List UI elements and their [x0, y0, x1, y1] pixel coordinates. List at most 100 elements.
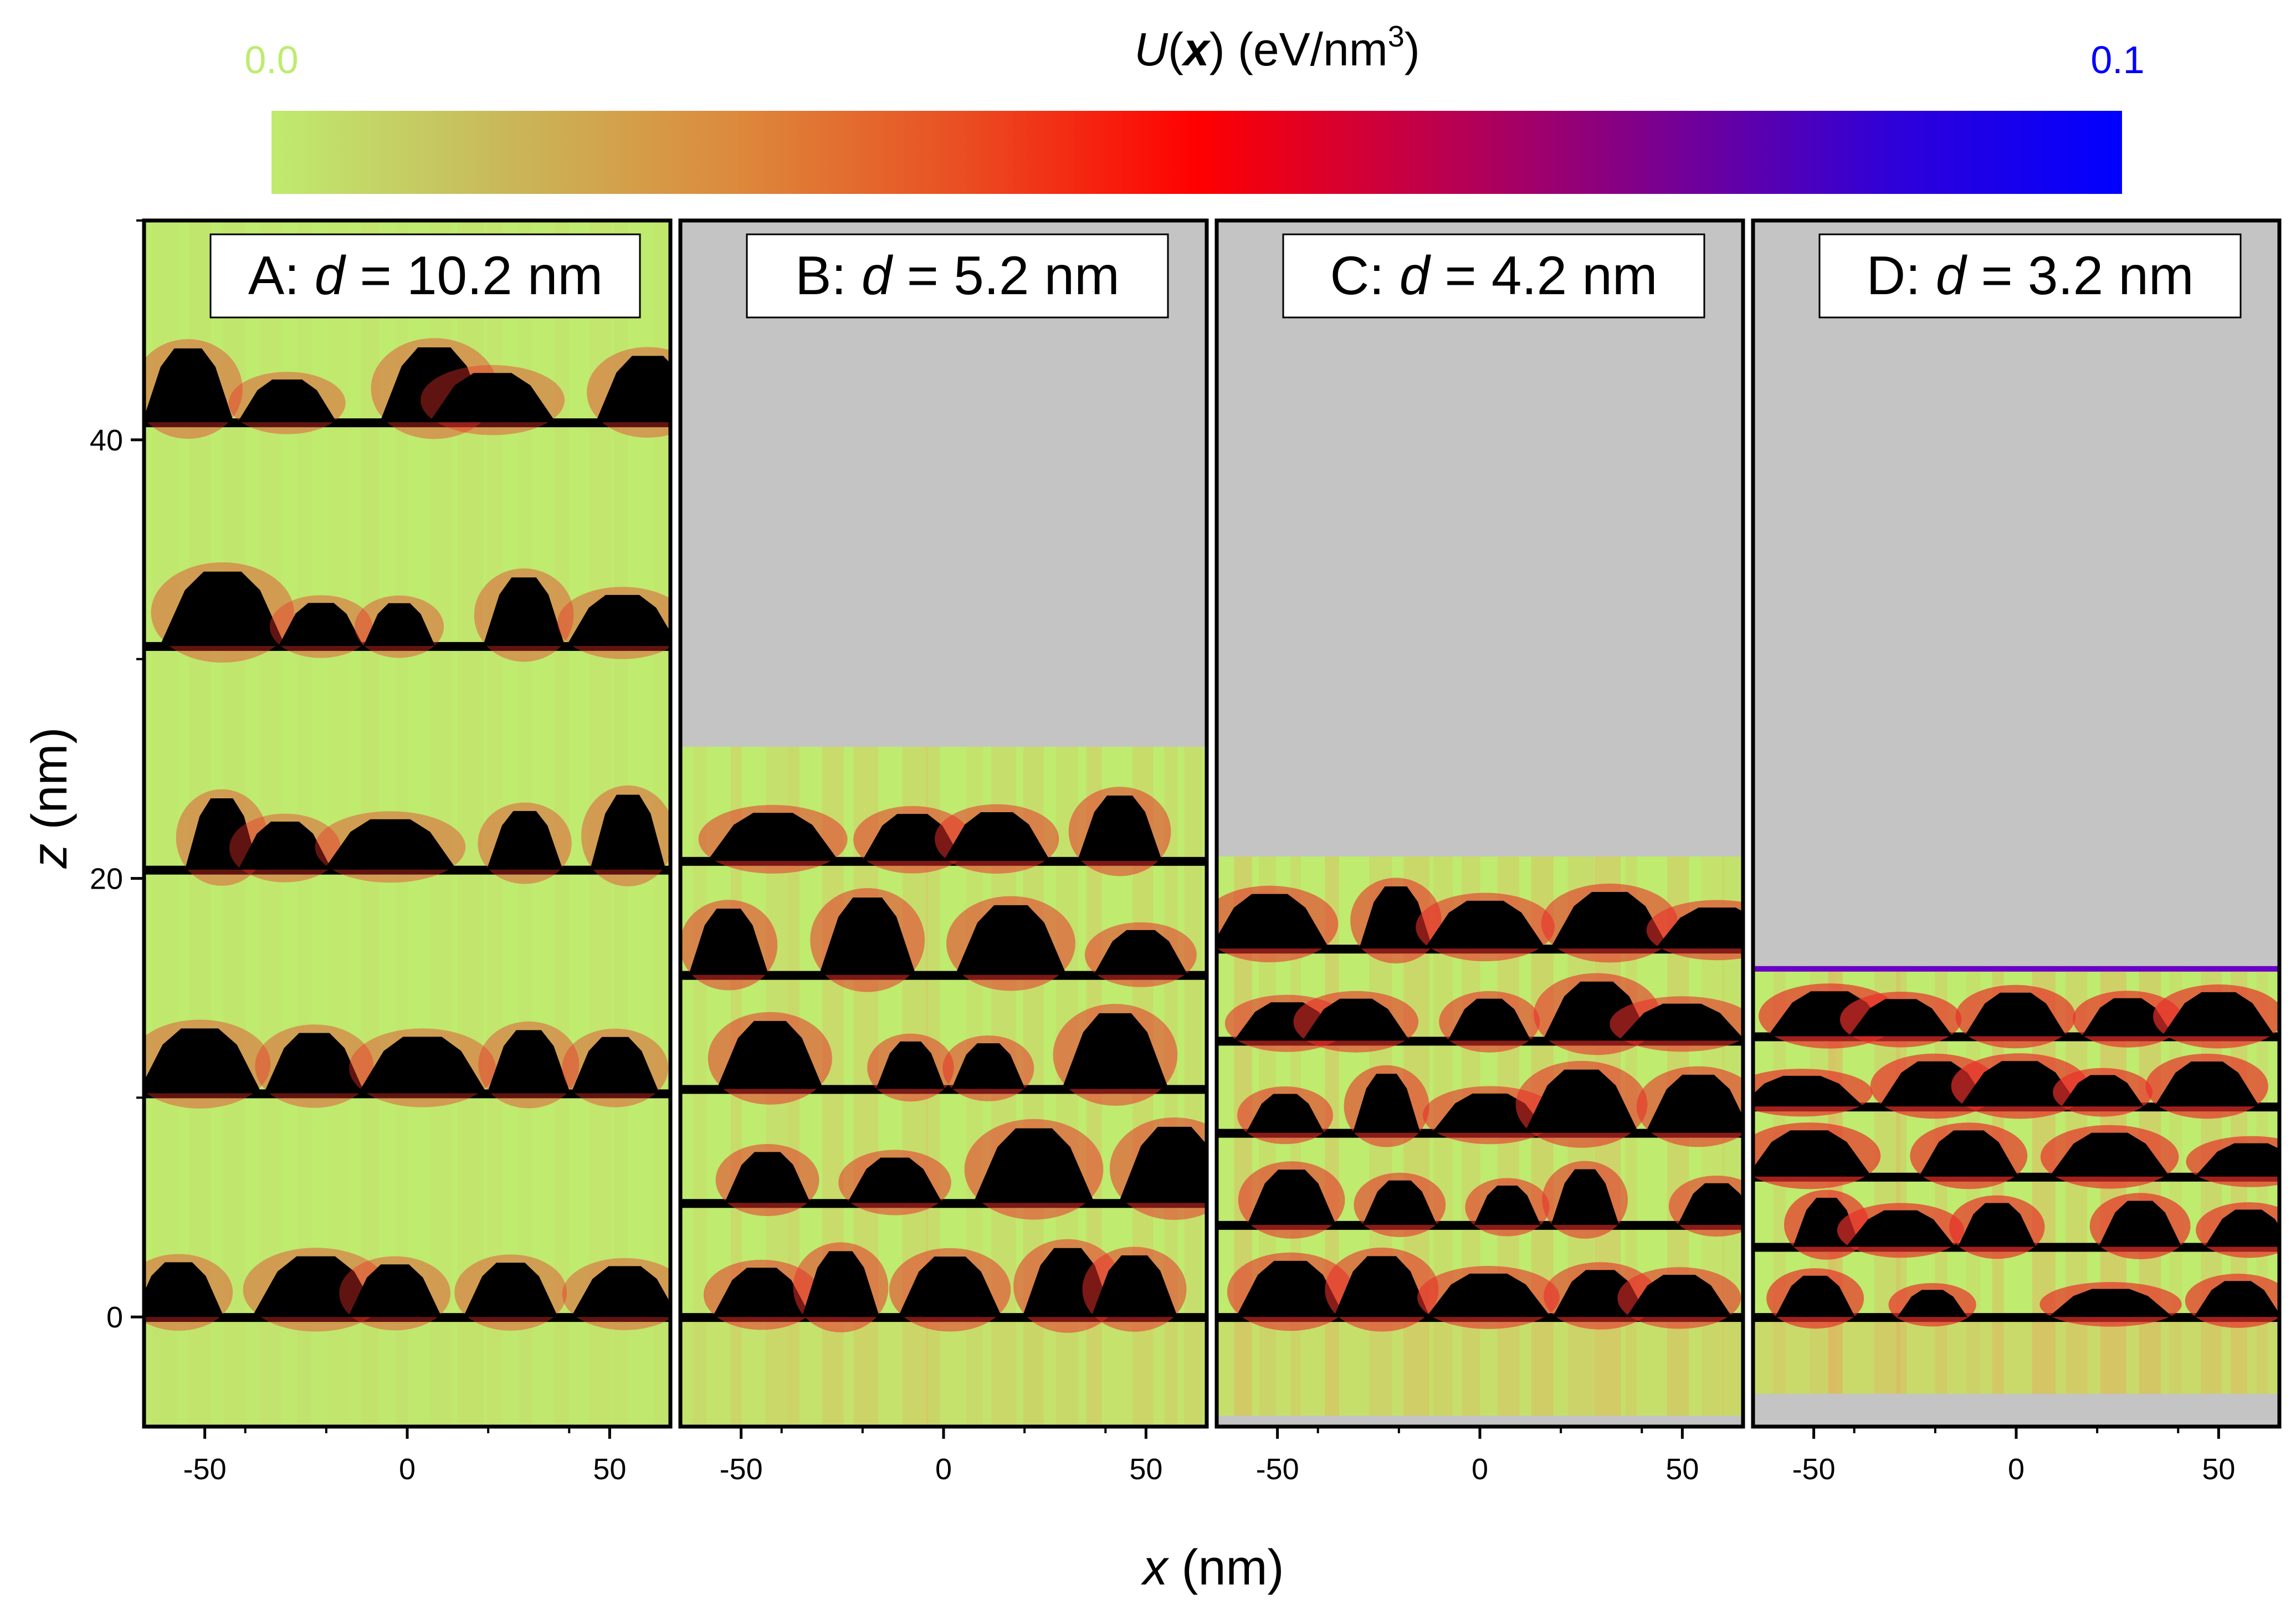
x-tick-label: -50 [1256, 1453, 1299, 1486]
nanoparticle-mound [1091, 1255, 1178, 1317]
panel-B: B: d = 5.2 nm -50 0 50 [678, 218, 1209, 1486]
nanoparticle-mound [264, 1033, 365, 1094]
nanoparticle-mound [160, 571, 285, 646]
y-tick-label: 0 [106, 1301, 123, 1334]
y-tick-label: 40 [90, 424, 123, 457]
colorbar-min-label: 0.0 [244, 38, 298, 81]
nanoparticle-mound [1334, 1256, 1430, 1317]
nanoparticle-mound [2162, 992, 2276, 1037]
x-axis-title-units: (nm) [1168, 1540, 1284, 1596]
x-tick-label: 0 [1472, 1453, 1488, 1486]
nanoparticle-mound [1359, 886, 1433, 949]
nanoparticle-mound [951, 1043, 1026, 1089]
nanoparticle-mound [358, 1037, 487, 1094]
nanoparticle-mound [716, 1020, 823, 1089]
nanoparticle-mound [1618, 1003, 1743, 1041]
nanoparticle-mound [487, 1030, 571, 1094]
x-axis-title: x (nm) [1141, 1540, 1284, 1596]
panel-label-box [1818, 233, 2242, 319]
x-axis-title-var: x [1141, 1540, 1170, 1596]
nanoparticle-mound [596, 356, 670, 423]
nanoparticle-mound [1677, 1183, 1743, 1225]
nanoparticle-mound [144, 1262, 224, 1317]
nanoparticle-mound [2194, 1281, 2279, 1317]
nanoparticle-mound [1551, 1169, 1620, 1225]
x-tick-label: 0 [935, 1453, 952, 1486]
nanoparticle-mound [2082, 998, 2174, 1037]
y-axis-title: z (nm) [22, 727, 78, 869]
nanoparticle-mound [712, 1268, 811, 1317]
nanoparticle-mound [144, 348, 234, 423]
nanoparticle-mound [1550, 892, 1669, 949]
colorbar-title: U(x) (eV/nm3) [1134, 20, 1419, 75]
nanoparticle-mound [2049, 1132, 2170, 1177]
substrate-tint [1217, 1317, 1743, 1416]
colorbar-title-symbol: U [1134, 23, 1168, 75]
top-boundary [1753, 966, 2279, 972]
substrate-tint [680, 1317, 1207, 1427]
substrate-tint [1753, 1317, 2279, 1394]
nanoparticle-mound [1957, 1203, 2036, 1247]
nanoparticle-mound [1247, 1170, 1336, 1225]
panel-label-box [746, 233, 1169, 319]
panel-C: C: d = 4.2 nm -50 0 50 [1214, 218, 1745, 1486]
nanoparticle-mound [1846, 1210, 1956, 1247]
nanoparticle-mound [1424, 900, 1546, 949]
nanoparticle-mound [898, 1257, 1002, 1317]
nanoparticle-mound [348, 1264, 442, 1317]
nanoparticle-mound [1093, 930, 1188, 975]
nanoparticle-mound [571, 1266, 670, 1317]
nanoparticle-mound [1626, 1274, 1733, 1317]
panels: A: d = 10.2 nm-50 0 50B: d = 5.2 nm-50 0 50C… [142, 218, 2282, 1486]
nanoparticle-mound [2048, 1289, 2173, 1317]
nanoparticle-mound [1919, 1130, 2019, 1177]
x-tick-label: -50 [720, 1453, 763, 1486]
nanoparticle-mound [252, 1256, 380, 1317]
nanoparticle-mound [486, 811, 563, 870]
x-tick-label: 50 [1665, 1453, 1699, 1486]
panel-label: D: d = 3.2 nm [1866, 245, 2194, 306]
panel-D: D: d = 3.2 nm -50 0 50 [1751, 218, 2282, 1486]
colorbar-title-units: (eV/nm [1238, 23, 1388, 75]
nanoparticle-mound [324, 819, 457, 870]
panel-label: C: d = 4.2 nm [1330, 245, 1657, 306]
panel-label-box [1282, 233, 1705, 319]
nanoparticle-mound [1655, 907, 1743, 949]
nanoparticle-mound [2098, 1201, 2182, 1247]
nanoparticle-mound [862, 814, 963, 861]
substrate-tint [144, 1317, 670, 1427]
nanoparticle-mound [944, 812, 1050, 861]
nanoparticle-mound [2205, 1209, 2279, 1247]
colorbar-title-exp: 3 [1388, 20, 1405, 53]
nanoparticle-mound [483, 577, 565, 646]
nanoparticle-mound [1775, 1275, 1856, 1317]
y-axis-title-units: (nm) [22, 727, 78, 844]
panel-label: A: d = 10.2 nm [248, 245, 603, 306]
nanoparticle-mound [724, 1152, 811, 1203]
nanoparticle-mound [1352, 1074, 1421, 1133]
nanoparticle-mound [1302, 998, 1410, 1041]
x-tick-label: 50 [1129, 1453, 1162, 1486]
nanoparticle-mound [184, 798, 259, 870]
y-axis: 0 20 40 [90, 219, 144, 1334]
nanoparticle-mound [1362, 1180, 1437, 1225]
colorbar-max-label: 0.1 [2090, 38, 2144, 81]
colorbar-gradient [271, 111, 2122, 194]
nanoparticle-mound [1236, 1260, 1345, 1317]
colorbar: 0.0 0.1 U(x) (eV/nm3) [244, 20, 2145, 194]
x-tick-label: 50 [2202, 1453, 2235, 1486]
nanoparticle-mound [363, 603, 435, 646]
layer-slab [680, 971, 1207, 980]
nanoparticle-mound [1217, 894, 1330, 949]
y-tick-label: 20 [90, 862, 123, 895]
nanoparticle-mound [1062, 1013, 1169, 1089]
nanoparticle-mound [571, 1037, 660, 1094]
nanoparticle-mound [1118, 1126, 1207, 1203]
nanoparticle-mound [1524, 1069, 1639, 1133]
nanoparticle-mound [1448, 998, 1531, 1041]
nanoparticle-mound [1645, 1074, 1743, 1133]
nanoparticle-mound [2062, 1075, 2144, 1107]
panel-label: B: d = 5.2 nm [795, 245, 1120, 306]
nanoparticle-mound [1964, 992, 2067, 1037]
